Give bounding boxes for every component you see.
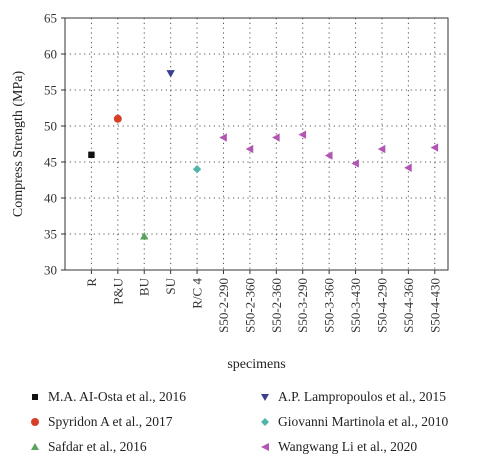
y-tick-label: 45 xyxy=(44,155,57,170)
legend-item-wangwang-li: Wangwang Li et al., 2020 xyxy=(260,437,417,457)
data-point xyxy=(88,151,95,158)
legend-label: Giovanni Martinola et al., 2010 xyxy=(278,414,449,429)
data-points xyxy=(88,70,439,240)
data-point xyxy=(351,159,359,168)
x-tick-label: S50-4-360 xyxy=(401,278,416,333)
legend-label: M.A. AI-Osta et al., 2016 xyxy=(48,389,186,404)
legend-item-al-osta: M.A. AI-Osta et al., 2016 xyxy=(30,387,186,407)
data-point xyxy=(166,70,175,78)
x-tick-label: SU xyxy=(163,277,178,294)
data-point xyxy=(140,231,149,240)
data-point xyxy=(113,114,122,123)
square-marker-icon xyxy=(32,394,38,400)
data-point xyxy=(430,143,439,152)
x-tick-label: S50-2-360 xyxy=(269,278,284,333)
data-point xyxy=(404,163,412,172)
y-tick-label: 55 xyxy=(44,83,57,98)
legend-item-safdar: Safdar et al., 2016 xyxy=(30,437,147,457)
data-point xyxy=(192,165,202,174)
x-tick-label: S50-3-360 xyxy=(322,278,337,333)
data-point xyxy=(324,151,333,160)
y-axis: 30 35 40 45 50 55 60 65 xyxy=(44,11,65,278)
triangle-left-marker-icon xyxy=(261,443,269,451)
legend: M.A. AI-Osta et al., 2016 A.P. Lampropou… xyxy=(0,383,500,463)
circle-marker-icon xyxy=(31,418,39,426)
legend-label: Safdar et al., 2016 xyxy=(48,439,147,454)
grid xyxy=(65,18,448,270)
x-tick-label: BU xyxy=(137,277,152,296)
legend-item-martinola: Giovanni Martinola et al., 2010 xyxy=(260,412,448,432)
data-point xyxy=(298,130,307,139)
y-tick-label: 60 xyxy=(44,47,57,62)
data-point xyxy=(219,133,227,142)
data-point xyxy=(245,144,254,154)
x-axis: R P&U BU SU R/C 4 S50-2-290 S50-2-360 S50-2-360… xyxy=(84,270,442,333)
chart: 30 35 40 45 50 55 60 65 R P&U BU SU R/C 4 S50-2-290 S… xyxy=(11,11,449,372)
y-tick-label: 65 xyxy=(44,11,57,26)
legend-item-lampropoulos: A.P. Lampropoulos et al., 2015 xyxy=(260,387,446,407)
legend-label: A.P. Lampropoulos et al., 2015 xyxy=(278,389,446,404)
plot-frame xyxy=(64,17,449,271)
x-tick-label: S50-4-290 xyxy=(374,278,389,333)
y-tick-label: 35 xyxy=(44,227,57,242)
x-tick-label: R/C 4 xyxy=(190,278,205,309)
x-tick-label: S50-3-290 xyxy=(295,278,310,333)
x-tick-label: R xyxy=(84,278,99,287)
legend-item-spyridon: Spyridon A et al., 2017 xyxy=(30,412,173,432)
data-point xyxy=(272,133,280,142)
data-point xyxy=(377,144,386,154)
triangle-down-marker-icon xyxy=(261,394,269,401)
y-tick-label: 30 xyxy=(44,263,57,278)
legend-label: Wangwang Li et al., 2020 xyxy=(278,439,418,454)
y-axis-title: Compress Strength (MPa) xyxy=(11,71,26,218)
x-tick-label: P&U xyxy=(110,277,125,304)
x-axis-title: specimens xyxy=(227,357,285,372)
x-tick-label: S50-2-360 xyxy=(242,278,257,333)
triangle-up-marker-icon xyxy=(31,443,39,450)
legend-label: Spyridon A et al., 2017 xyxy=(48,414,173,429)
x-tick-label: S50-4-430 xyxy=(427,278,442,333)
x-tick-label: S50-2-290 xyxy=(216,278,231,333)
y-tick-label: 50 xyxy=(44,119,57,134)
x-tick-label: S50-3-430 xyxy=(348,278,363,333)
diamond-marker-icon xyxy=(261,418,269,426)
y-tick-label: 40 xyxy=(44,191,57,206)
